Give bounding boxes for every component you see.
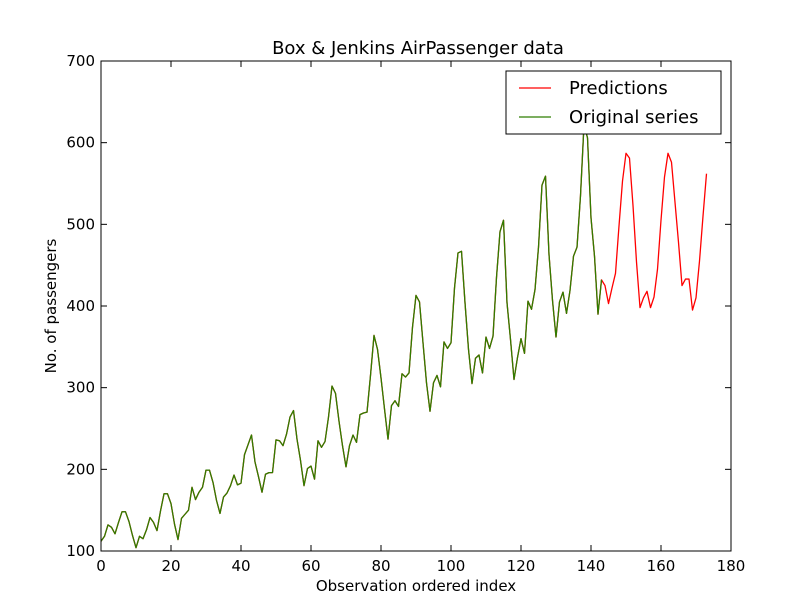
y-tick-label: 700 (66, 52, 95, 70)
x-tick-label: 180 (717, 557, 746, 575)
x-tick-label: 140 (577, 557, 606, 575)
x-tick-label: 100 (437, 557, 466, 575)
x-axis-title: Observation ordered index (316, 577, 516, 595)
x-tick-label: 60 (301, 557, 320, 575)
legend: Predictions Original series (505, 70, 722, 135)
y-tick-label: 200 (66, 460, 95, 478)
plot-area (100, 60, 732, 552)
x-tick-label: 120 (507, 557, 536, 575)
y-tick-label: 400 (66, 297, 95, 315)
legend-label-predictions: Predictions (569, 78, 668, 99)
series-layer (100, 124, 708, 549)
y-tick-label: 100 (66, 542, 95, 560)
x-tick-label: 40 (231, 557, 250, 575)
y-axis-title: No. of passengers (42, 238, 60, 373)
plot-background (101, 61, 731, 551)
series-line-original-series (100, 124, 603, 549)
y-tick-label: 500 (66, 215, 95, 233)
x-tick-label: 20 (161, 557, 180, 575)
y-tick-label: 600 (66, 134, 95, 152)
ticks-layer (100, 60, 732, 552)
y-tick-label: 300 (66, 379, 95, 397)
x-tick-label: 0 (96, 557, 106, 575)
chart-title: Box & Jenkins AirPassenger data (272, 38, 564, 59)
x-tick-label: 80 (371, 557, 390, 575)
tick-labels: 0 20 40 60 80 100 120 140 160 180 100 200 300 400 500 6… (66, 52, 745, 575)
legend-label-original-series: Original series (569, 107, 698, 128)
plot-frame (100, 60, 732, 552)
x-tick-label: 160 (647, 557, 676, 575)
legend-box (505, 70, 722, 135)
